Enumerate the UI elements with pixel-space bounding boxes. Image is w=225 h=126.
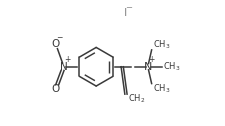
Text: CH$_3$: CH$_3$ bbox=[162, 60, 180, 73]
Text: +: + bbox=[148, 55, 154, 64]
Text: −: − bbox=[56, 33, 62, 42]
Text: CH$_3$: CH$_3$ bbox=[152, 82, 169, 95]
Text: N: N bbox=[143, 62, 151, 72]
Text: O: O bbox=[52, 39, 60, 49]
Text: I: I bbox=[123, 8, 126, 18]
Text: −: − bbox=[125, 3, 132, 12]
Text: CH$_3$: CH$_3$ bbox=[152, 39, 169, 51]
Text: O: O bbox=[52, 84, 60, 94]
Text: N: N bbox=[60, 62, 67, 72]
Text: CH$_2$: CH$_2$ bbox=[128, 93, 145, 105]
Text: +: + bbox=[64, 55, 70, 64]
